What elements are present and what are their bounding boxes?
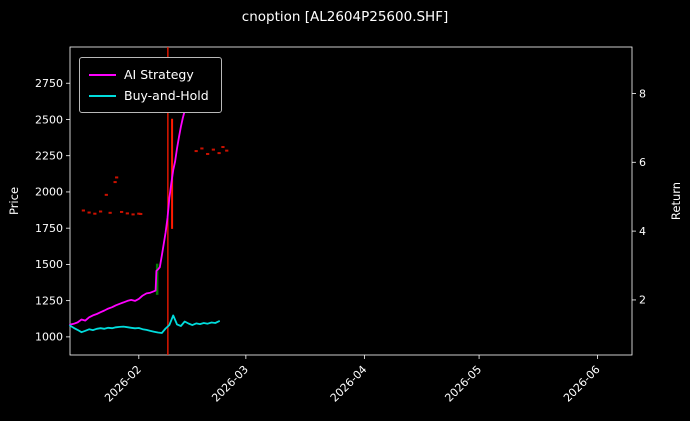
scatter-mark	[139, 212, 143, 215]
scatter-mark	[131, 213, 135, 216]
scatter-mark	[104, 193, 108, 196]
scatter-mark	[113, 181, 117, 184]
scatter-mark	[98, 210, 103, 213]
date-tick-label: 2026-06	[561, 363, 603, 405]
scatter-mark	[194, 150, 198, 153]
scatter-mark	[81, 209, 85, 212]
legend: AI Strategy Buy-and-Hold	[79, 57, 222, 113]
scatter-mark	[211, 148, 215, 151]
buy-and-hold-line-swatch	[89, 94, 116, 97]
plot-border	[69, 46, 633, 356]
price-tick-label: 1500	[35, 258, 63, 271]
scatter-mark	[137, 212, 141, 215]
scatter-mark	[200, 147, 204, 150]
series-line-buy-and-hold	[69, 314, 221, 334]
price-tick-label: 2500	[35, 113, 63, 126]
chart-title: cnoption [AL2604P25600.SHF]	[241, 9, 449, 25]
scatter-mark	[115, 176, 119, 179]
price-tick-label: 2250	[35, 150, 63, 163]
legend-item-buy-and-hold: Buy-and-Hold	[89, 85, 209, 106]
ai-strategy-line-swatch	[89, 73, 116, 76]
date-tick-label: 2026-03	[209, 363, 251, 405]
scatter-mark	[120, 210, 124, 213]
return-tick-label: 6	[639, 156, 646, 169]
price-tick-label: 1750	[35, 222, 63, 235]
return-tick-label: 8	[639, 87, 646, 100]
date-tick-label: 2026-05	[442, 363, 484, 405]
scatter-mark	[87, 211, 91, 214]
return-tick-label: 4	[639, 225, 646, 238]
scatter-mark	[225, 149, 229, 152]
price-tick-label: 2750	[35, 77, 63, 90]
price-tick-label: 1250	[35, 294, 63, 307]
y-axis-label-price: Price	[7, 186, 21, 216]
y-axis-label-return: Return	[669, 181, 683, 221]
scatter-mark	[108, 211, 112, 214]
date-tick-label: 2026-02	[102, 363, 144, 405]
date-tick-label: 2026-04	[328, 363, 370, 405]
price-tick-label: 1000	[35, 331, 63, 344]
scatter-mark	[206, 152, 210, 155]
return-tick-label: 2	[639, 294, 646, 307]
price-tick-label: 2000	[35, 186, 63, 199]
scatter-mark	[221, 146, 225, 149]
legend-item-ai-strategy: AI Strategy	[89, 64, 209, 85]
legend-label: Buy-and-Hold	[124, 88, 209, 103]
scatter-mark	[125, 212, 129, 215]
legend-label: AI Strategy	[124, 67, 194, 82]
scatter-mark	[217, 152, 221, 155]
scatter-mark	[93, 212, 97, 215]
